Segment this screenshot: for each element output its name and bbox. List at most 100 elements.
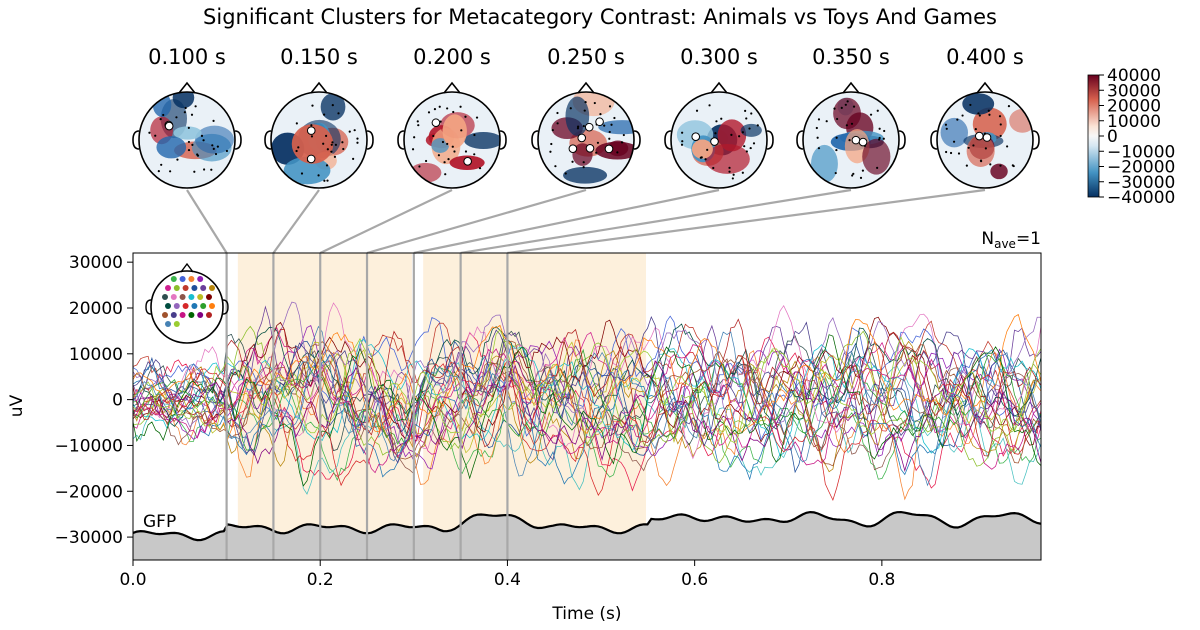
sensor-dot [861, 169, 865, 172]
sensor-dot [478, 167, 482, 170]
sensor-dot [582, 161, 585, 164]
sensor-dot [564, 172, 567, 175]
nose [178, 81, 196, 94]
sensor-dot [331, 141, 334, 144]
y-axis-label: uV [7, 394, 27, 417]
sensor-dot [989, 163, 992, 166]
sensor-dot [424, 159, 428, 163]
sensor-dot [447, 158, 450, 161]
sensor-dot [325, 164, 329, 167]
sensor-dot [876, 166, 879, 169]
left-ear [264, 130, 272, 150]
sensor-dot [352, 157, 355, 160]
sensor-dot [608, 130, 611, 134]
left-ear [930, 130, 938, 150]
gfp-label: GFP [143, 512, 176, 532]
topomap-label: 0.400 s [946, 45, 1024, 69]
sensor-dot [210, 168, 213, 171]
sensor-dot [1007, 105, 1011, 108]
sensor-dot [416, 120, 419, 123]
topomap-field [538, 92, 634, 188]
channel-trace [133, 362, 1041, 495]
sensor-dot [556, 122, 559, 125]
significant-sensor-marker [577, 133, 587, 143]
topomap-label: 0.350 s [812, 45, 890, 69]
topomap-blob [464, 131, 500, 150]
topomap-field [671, 92, 767, 188]
inset-sensor [162, 312, 168, 318]
inset-sensor [191, 303, 198, 309]
colorbar: 400003000020000100000−10000−20000−30000−… [1087, 66, 1175, 208]
sensor-dot [878, 127, 881, 130]
sensor-dot [300, 172, 304, 175]
sensor-dot [998, 115, 1002, 118]
sensor-dot [184, 106, 187, 110]
significant-sensor-marker [858, 137, 868, 147]
channel-traces [133, 301, 1041, 502]
sensor-dot [475, 116, 479, 119]
significant-sensor-marker [584, 122, 594, 132]
sensor-dot [846, 100, 849, 103]
topomap-label: 0.200 s [413, 45, 491, 69]
sensor-dot [945, 150, 948, 154]
sensor-dot [987, 109, 990, 112]
colorbar-ticks: 400003000020000100000−10000−20000−30000−… [1099, 66, 1175, 208]
sensor-dot [741, 171, 744, 174]
y-tick-label: −30000 [55, 528, 123, 548]
inset-sensor [162, 294, 168, 300]
sensor-dot [310, 124, 313, 127]
topomap-blob [740, 123, 762, 137]
inset-sensor [200, 303, 207, 309]
right-ear [766, 130, 774, 150]
channel-trace [133, 350, 1041, 474]
sensor-dot [728, 170, 731, 173]
sensor-dot [744, 109, 747, 112]
topomap-3: 0.250 s [531, 45, 641, 189]
topomap-blob [442, 114, 467, 149]
sensor-dot [844, 103, 847, 106]
sensor-dot [1012, 164, 1015, 168]
topomap-field [271, 92, 367, 188]
sensor-dot [988, 113, 991, 116]
sensor-dot [883, 129, 886, 133]
sensor-dot [845, 124, 848, 127]
head-outline [537, 91, 635, 189]
x-axis: 0.0 0.2 0.4 0.6 0.8 [119, 560, 895, 590]
topomap-connectors [186, 188, 986, 255]
sensor-dot [202, 168, 206, 171]
sensor-dot [323, 179, 326, 182]
gfp-line [133, 510, 1041, 542]
sensor-dot [972, 144, 975, 147]
sensor-dot [212, 119, 215, 122]
sensor-dot [322, 113, 326, 116]
significant-sensor-marker [851, 135, 861, 145]
nose [710, 81, 728, 94]
sensor-dot [187, 140, 191, 144]
channel-trace [133, 313, 1041, 441]
sensor-dot [583, 109, 586, 112]
inset-sensor [197, 276, 204, 282]
sensor-dot [196, 153, 199, 156]
sensor-dot [878, 138, 881, 141]
time-markers [225, 253, 509, 560]
head-outline [403, 91, 501, 189]
sensor-dot [330, 150, 333, 153]
sensor-dot [162, 113, 165, 117]
channel-trace [133, 360, 1041, 473]
sensor-dot [850, 122, 854, 125]
sensor-dot [730, 133, 733, 136]
left-ear [132, 130, 140, 150]
colorbar-tick-label: −40000 [1107, 188, 1175, 208]
sensor-dot [334, 143, 337, 146]
sensor-dot [613, 116, 616, 120]
inset-sensor [165, 303, 171, 309]
nave-annotation: Nave=1 [981, 229, 1041, 251]
left-ear [796, 130, 804, 150]
channel-trace [133, 340, 1041, 473]
sensor-dot [175, 116, 178, 119]
sensor-dot [446, 142, 449, 146]
gfp-fill [133, 512, 1041, 560]
sensor-dot [840, 106, 843, 110]
sensor-dot [816, 136, 819, 139]
inset-sensor [170, 276, 177, 282]
